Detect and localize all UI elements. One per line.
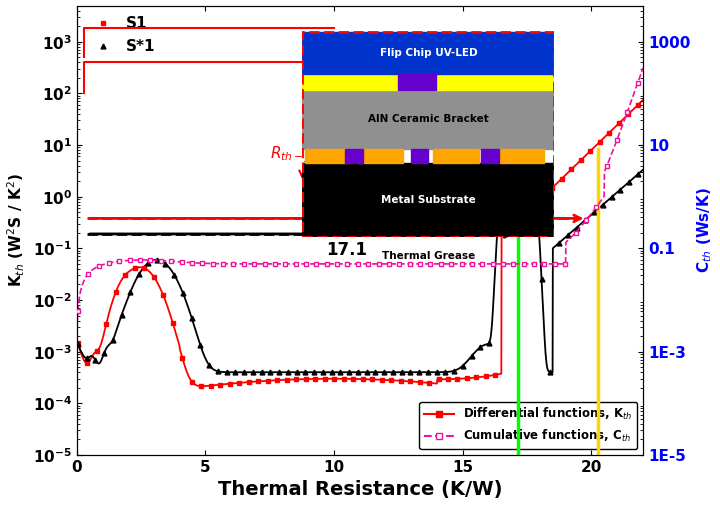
S*1 bbox=[328, 369, 336, 375]
S*1 bbox=[204, 362, 213, 368]
Bar bbox=[302, 32, 554, 74]
Bar bbox=[305, 148, 350, 163]
S1 bbox=[168, 320, 177, 326]
Legend: Differential functions, K$_{th}$, Cumulative functions, C$_{th}$: Differential functions, K$_{th}$, Cumula… bbox=[419, 401, 637, 449]
S1 bbox=[634, 102, 642, 108]
S*1 bbox=[616, 186, 625, 192]
Line: S*1: S*1 bbox=[76, 47, 640, 375]
Y-axis label: C$_{th}$ (Ws/K): C$_{th}$ (Ws/K) bbox=[696, 187, 714, 273]
Bar bbox=[410, 148, 428, 163]
S*1 bbox=[240, 369, 248, 375]
Text: Metal Substrate: Metal Substrate bbox=[381, 195, 476, 205]
S1 bbox=[273, 377, 282, 383]
Text: Thermal Grease: Thermal Grease bbox=[382, 250, 475, 261]
Text: Flip Chip UV-LED: Flip Chip UV-LED bbox=[379, 48, 477, 58]
Text: AlN Ceramic Bracket: AlN Ceramic Bracket bbox=[368, 114, 489, 124]
S1 bbox=[264, 378, 272, 384]
Text: 17.1: 17.1 bbox=[326, 241, 367, 260]
X-axis label: Thermal Resistance (K/W): Thermal Resistance (K/W) bbox=[217, 480, 502, 499]
S1 bbox=[73, 340, 82, 346]
Bar bbox=[302, 163, 554, 237]
Bar bbox=[358, 148, 403, 163]
S1 bbox=[434, 376, 443, 382]
Y-axis label: K$_{th}$ (W$^2$S / K$^2$): K$_{th}$ (W$^2$S / K$^2$) bbox=[6, 173, 27, 287]
S1 bbox=[225, 381, 234, 387]
S1 bbox=[244, 379, 253, 385]
Bar bbox=[433, 148, 479, 163]
S*1 bbox=[371, 369, 379, 375]
S*1 bbox=[310, 369, 318, 375]
S1 bbox=[197, 383, 206, 389]
Bar bbox=[398, 74, 436, 90]
Bar bbox=[481, 148, 499, 163]
Text: 19.8: 19.8 bbox=[326, 193, 367, 212]
Bar bbox=[302, 90, 554, 148]
Bar bbox=[302, 74, 554, 90]
S*1 bbox=[634, 171, 642, 177]
Bar bbox=[499, 148, 544, 163]
S*1 bbox=[572, 225, 581, 231]
S*1 bbox=[511, 47, 520, 53]
Text: $\mathit{R_{th-js}}$: $\mathit{R_{th-js}}$ bbox=[270, 144, 319, 214]
Bar bbox=[346, 148, 363, 163]
Line: S1: S1 bbox=[76, 103, 640, 389]
S*1 bbox=[73, 341, 82, 347]
